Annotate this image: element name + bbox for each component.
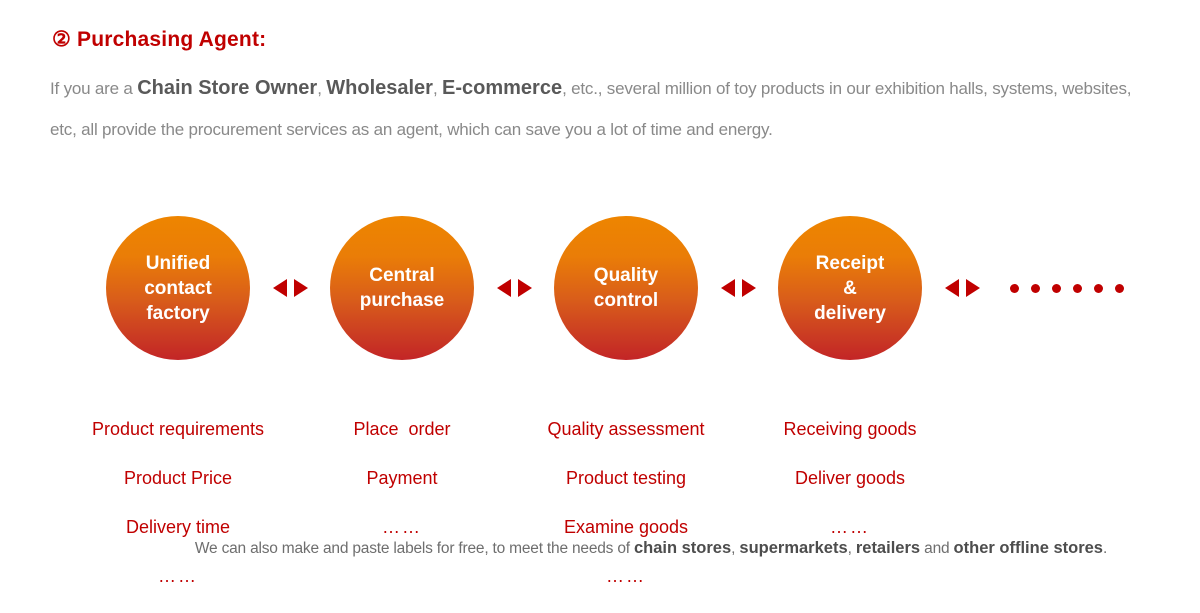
arrow-left-icon — [496, 279, 511, 297]
stage-items-unified-contact-factory: Product requirements Product Price Deliv… — [66, 392, 290, 613]
purchasing-agent-section: ② Purchasing Agent: If you are a Chain St… — [0, 27, 1200, 586]
intro-bold-wholesaler: Wholesaler — [326, 77, 433, 99]
flow-arrows-separator — [922, 216, 1002, 360]
stage-circle-receipt-delivery: Receipt & delivery — [778, 216, 922, 360]
stage-label: Quality control — [593, 265, 659, 311]
footer-bold-other-offline-stores: other offline stores — [953, 539, 1103, 557]
arrow-right-icon — [965, 279, 980, 297]
list-item: Product testing — [565, 467, 687, 488]
arrow-right-icon — [741, 279, 756, 297]
intro-text: , — [317, 79, 327, 98]
arrow-right-icon — [293, 279, 308, 297]
arrow-right-icon — [517, 279, 532, 297]
intro-text: , — [432, 79, 443, 98]
footer-text: . — [1102, 540, 1108, 557]
footer-bold-supermarkets: supermarkets — [739, 539, 848, 557]
footer-text: and — [920, 540, 954, 557]
dot-icon — [1094, 283, 1103, 293]
dot-icon — [1115, 283, 1124, 293]
list-item: Receiving goods — [783, 418, 917, 439]
intro-bold-ecommerce: E-commerce — [442, 77, 563, 99]
flow-arrows-separator — [474, 216, 554, 360]
footer-bold-chain-stores: chain stores — [633, 539, 732, 557]
continuation-dots — [1010, 216, 1124, 360]
intro-bold-chain-store-owner: Chain Store Owner — [137, 77, 318, 99]
list-item: Place order — [353, 418, 451, 439]
arrow-left-icon — [720, 279, 735, 297]
list-item: Product requirements — [91, 418, 265, 439]
process-flow-diagram: Unified contact factory Central purchase… — [106, 216, 1124, 360]
section-title: Purchasing Agent: — [77, 28, 267, 51]
dot-icon — [1052, 283, 1061, 293]
list-item: Delivery time — [125, 516, 231, 537]
footer-text: We can also make and paste labels for fr… — [194, 540, 634, 557]
list-item: Quality assessment — [547, 418, 705, 439]
flow-arrows-separator — [250, 216, 330, 360]
stage-items-quality-control: Quality assessment Product testing Exami… — [514, 392, 738, 613]
intro-text: If you are a — [50, 79, 138, 98]
intro-text: , etc., several million of toy products … — [50, 79, 1132, 139]
stage-label: Central purchase — [359, 265, 445, 311]
dot-icon — [1031, 283, 1040, 293]
dot-icon — [1073, 283, 1082, 293]
list-item: Product Price — [123, 467, 233, 488]
stage-detail-lists: Product requirements Product Price Deliv… — [66, 392, 962, 613]
list-ellipsis: …… — [830, 516, 870, 537]
stage-label: Receipt & delivery — [814, 252, 886, 324]
list-item: Examine goods — [563, 516, 689, 537]
stage-items-central-purchase: Place order Payment …… — [290, 392, 514, 613]
footer-text: , — [731, 540, 740, 557]
list-item: Payment — [366, 467, 438, 488]
stage-label: Unified contact factory — [144, 252, 212, 324]
arrow-left-icon — [944, 279, 959, 297]
list-item: Deliver goods — [794, 467, 906, 488]
dot-icon — [1010, 283, 1019, 293]
list-ellipsis: …… — [382, 516, 422, 537]
stage-items-receipt-delivery: Receiving goods Deliver goods …… — [738, 392, 962, 613]
footer-note: We can also make and paste labels for fr… — [0, 539, 1200, 558]
section-heading: ② Purchasing Agent: — [52, 27, 266, 52]
footer-bold-retailers: retailers — [855, 539, 921, 557]
intro-paragraph: If you are a Chain Store Owner, Wholesal… — [50, 68, 1150, 150]
footer-text: , — [847, 540, 856, 557]
stage-circle-unified-contact-factory: Unified contact factory — [106, 216, 250, 360]
stage-circle-quality-control: Quality control — [554, 216, 698, 360]
stage-circle-central-purchase: Central purchase — [330, 216, 474, 360]
arrow-left-icon — [272, 279, 287, 297]
list-ellipsis: …… — [158, 565, 198, 586]
circled-number-2-icon: ② — [52, 28, 72, 51]
list-ellipsis: …… — [606, 565, 646, 586]
flow-arrows-separator — [698, 216, 778, 360]
